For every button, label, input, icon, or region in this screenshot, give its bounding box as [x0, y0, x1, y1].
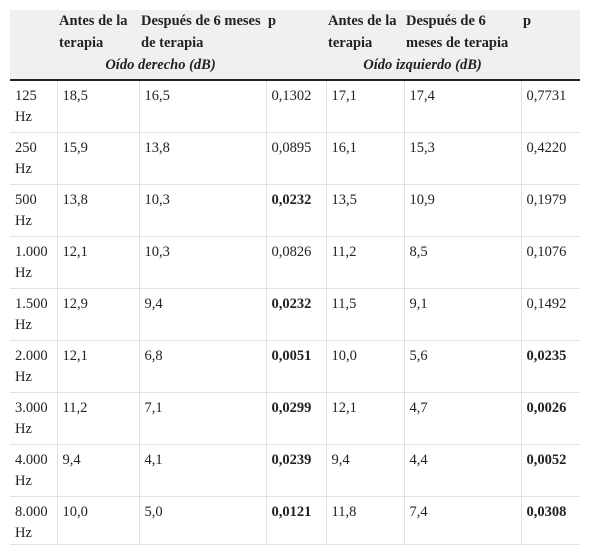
cell-left-p: 0,7731 [521, 80, 580, 133]
header-group-blank [10, 54, 57, 81]
cell-right-p: 0,0826 [266, 236, 327, 289]
header-left-before: Antes de la terapia [326, 10, 404, 54]
cell-left-p: 0,4220 [521, 132, 580, 185]
cell-frequency: 4.000 Hz [10, 444, 58, 497]
cell-frequency: 125 Hz [10, 80, 58, 133]
cell-left-before: 9,4 [326, 444, 405, 497]
cell-left-before: 11,5 [326, 288, 405, 341]
cell-right-before: 10,0 [57, 496, 140, 545]
cell-right-after: 13,8 [139, 132, 267, 185]
table-row: 500 Hz 13,8 10,3 0,0232 13,5 10,9 0,1979 [10, 184, 580, 237]
cell-right-before: 9,4 [57, 444, 140, 497]
cell-left-after: 15,3 [404, 132, 522, 185]
cell-frequency: 8.000 Hz [10, 496, 58, 545]
header-group-right-p-blank [266, 54, 326, 81]
cell-frequency: 2.000 Hz [10, 340, 58, 393]
cell-right-before: 18,5 [57, 80, 140, 133]
cell-right-after: 4,1 [139, 444, 267, 497]
header-left-after: Después de 6 meses de terapia [404, 10, 521, 54]
cell-left-p: 0,1492 [521, 288, 580, 341]
cell-right-p: 0,0121 [266, 496, 327, 545]
header-right-after: Después de 6 meses de terapia [139, 10, 266, 54]
cell-right-after: 10,3 [139, 236, 267, 289]
cell-left-after: 7,4 [404, 496, 522, 545]
cell-right-before: 12,1 [57, 236, 140, 289]
cell-left-after: 4,4 [404, 444, 522, 497]
table-row: 250 Hz 15,9 13,8 0,0895 16,1 15,3 0,4220 [10, 132, 580, 185]
cell-right-p: 0,0051 [266, 340, 327, 393]
header-group-right-ear: Oído derecho (dB) [57, 54, 266, 81]
cell-right-p: 0,0895 [266, 132, 327, 185]
table-body: 125 Hz 18,5 16,5 0,1302 17,1 17,4 0,7731 250 Hz… [10, 80, 580, 545]
table-row: 3.000 Hz 11,2 7,1 0,0299 12,1 4,7 0,0026 [10, 392, 580, 445]
cell-left-p: 0,1076 [521, 236, 580, 289]
cell-right-before: 13,8 [57, 184, 140, 237]
cell-frequency: 1.500 Hz [10, 288, 58, 341]
cell-frequency: 1.000 Hz [10, 236, 58, 289]
cell-right-before: 12,1 [57, 340, 140, 393]
cell-right-p: 0,0299 [266, 392, 327, 445]
cell-left-p: 0,0235 [521, 340, 580, 393]
cell-left-after: 4,7 [404, 392, 522, 445]
cell-left-after: 10,9 [404, 184, 522, 237]
header-left-p: p [521, 10, 580, 54]
cell-right-before: 11,2 [57, 392, 140, 445]
header-row-groups: Oído derecho (dB) Oído izquierdo (dB) [10, 54, 580, 81]
cell-right-after: 9,4 [139, 288, 267, 341]
cell-left-after: 5,6 [404, 340, 522, 393]
cell-right-after: 16,5 [139, 80, 267, 133]
cell-right-after: 6,8 [139, 340, 267, 393]
cell-right-p: 0,0232 [266, 288, 327, 341]
cell-left-before: 11,2 [326, 236, 405, 289]
cell-frequency: 3.000 Hz [10, 392, 58, 445]
table-row: 8.000 Hz 10,0 5,0 0,0121 11,8 7,4 0,0308 [10, 496, 580, 545]
cell-left-before: 10,0 [326, 340, 405, 393]
cell-left-p: 0,0026 [521, 392, 580, 445]
cell-right-before: 15,9 [57, 132, 140, 185]
cell-left-p: 0,0308 [521, 496, 580, 545]
cell-left-p: 0,0052 [521, 444, 580, 497]
table-row: 1.500 Hz 12,9 9,4 0,0232 11,5 9,1 0,1492 [10, 288, 580, 341]
cell-right-after: 5,0 [139, 496, 267, 545]
header-group-left-ear: Oído izquierdo (dB) [326, 54, 521, 81]
cell-right-p: 0,0232 [266, 184, 327, 237]
table-header: Antes de la terapia Después de 6 meses d… [10, 10, 580, 81]
header-right-p: p [266, 10, 326, 54]
cell-right-p: 0,1302 [266, 80, 327, 133]
cell-left-before: 16,1 [326, 132, 405, 185]
cell-frequency: 250 Hz [10, 132, 58, 185]
cell-frequency: 500 Hz [10, 184, 58, 237]
cell-left-after: 17,4 [404, 80, 522, 133]
table-row: 1.000 Hz 12,1 10,3 0,0826 11,2 8,5 0,1076 [10, 236, 580, 289]
cell-right-after: 10,3 [139, 184, 267, 237]
cell-left-before: 12,1 [326, 392, 405, 445]
cell-left-after: 9,1 [404, 288, 522, 341]
audiometry-table: Antes de la terapia Después de 6 meses d… [10, 10, 580, 545]
cell-left-p: 0,1979 [521, 184, 580, 237]
cell-right-before: 12,9 [57, 288, 140, 341]
table-row: 4.000 Hz 9,4 4,1 0,0239 9,4 4,4 0,0052 [10, 444, 580, 497]
header-frequency-blank [10, 10, 57, 54]
cell-left-before: 13,5 [326, 184, 405, 237]
table-row: 125 Hz 18,5 16,5 0,1302 17,1 17,4 0,7731 [10, 80, 580, 133]
cell-right-p: 0,0239 [266, 444, 327, 497]
header-row-labels: Antes de la terapia Después de 6 meses d… [10, 10, 580, 54]
cell-left-before: 11,8 [326, 496, 405, 545]
cell-left-before: 17,1 [326, 80, 405, 133]
cell-right-after: 7,1 [139, 392, 267, 445]
cell-left-after: 8,5 [404, 236, 522, 289]
header-group-left-p-blank [521, 54, 580, 81]
table-row: 2.000 Hz 12,1 6,8 0,0051 10,0 5,6 0,0235 [10, 340, 580, 393]
header-right-before: Antes de la terapia [57, 10, 139, 54]
